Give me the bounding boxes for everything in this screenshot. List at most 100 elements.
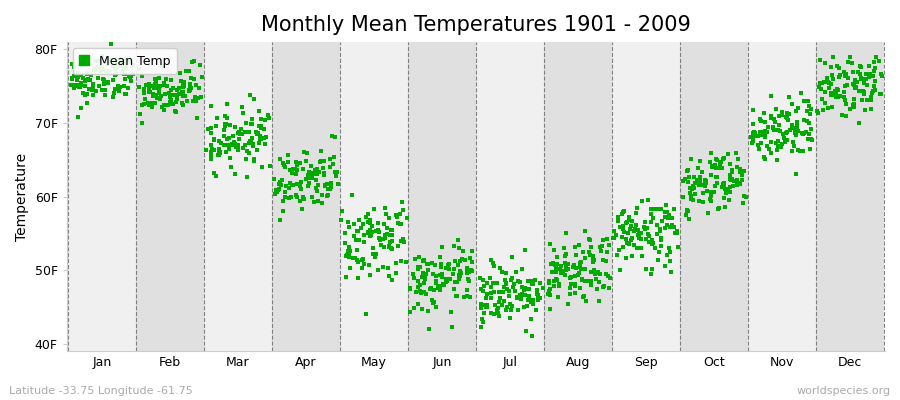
Point — [789, 171, 804, 177]
Point — [297, 149, 311, 156]
Point — [378, 205, 392, 212]
Point — [479, 304, 493, 310]
Point — [106, 77, 121, 84]
Point — [389, 212, 403, 218]
Point — [310, 166, 324, 172]
Point — [659, 202, 673, 209]
Point — [247, 156, 261, 163]
Point — [434, 261, 448, 267]
Point — [389, 269, 403, 276]
Point — [346, 233, 361, 240]
Point — [301, 172, 315, 178]
Point — [655, 218, 670, 224]
Point — [549, 276, 563, 282]
Bar — [815, 42, 884, 351]
Point — [314, 200, 328, 206]
Point — [525, 333, 539, 339]
Point — [702, 158, 716, 165]
Point — [218, 121, 232, 127]
Point — [767, 116, 781, 122]
Point — [791, 147, 806, 154]
Point — [875, 73, 889, 79]
Point — [554, 263, 568, 269]
Point — [289, 167, 303, 173]
Point — [754, 132, 769, 138]
Point — [186, 97, 201, 104]
Point — [428, 280, 443, 286]
Point — [475, 316, 490, 322]
Point — [247, 96, 261, 102]
Point — [450, 293, 464, 300]
Point — [443, 276, 457, 282]
Point — [406, 271, 420, 277]
Point — [653, 228, 668, 234]
Point — [794, 90, 808, 96]
Point — [176, 90, 190, 96]
Point — [496, 289, 510, 295]
Point — [435, 274, 449, 280]
Bar — [612, 42, 680, 351]
Point — [572, 242, 587, 248]
Point — [446, 286, 461, 292]
Point — [80, 71, 94, 77]
Point — [752, 146, 767, 152]
Point — [462, 278, 476, 284]
Point — [503, 314, 517, 321]
Point — [158, 102, 172, 108]
Point — [92, 82, 106, 89]
Point — [758, 128, 772, 134]
Bar — [204, 42, 272, 351]
Point — [417, 289, 431, 295]
Point — [159, 76, 174, 82]
Point — [428, 277, 443, 284]
Point — [433, 284, 447, 290]
Point — [205, 146, 220, 152]
Bar — [136, 42, 204, 351]
Point — [250, 130, 265, 137]
Point — [698, 177, 713, 183]
Point — [514, 293, 528, 300]
Point — [254, 116, 268, 122]
Point — [634, 235, 649, 242]
Point — [707, 189, 722, 196]
Point — [176, 82, 191, 88]
Point — [203, 149, 218, 155]
Point — [131, 84, 146, 90]
Point — [207, 147, 221, 153]
Point — [542, 278, 556, 284]
Point — [555, 268, 570, 274]
Point — [572, 270, 586, 277]
Point — [220, 136, 235, 142]
Point — [860, 82, 874, 88]
Point — [86, 84, 101, 91]
Point — [658, 209, 672, 215]
Point — [247, 141, 261, 148]
Point — [622, 217, 636, 223]
Point — [236, 110, 250, 116]
Point — [416, 270, 430, 276]
Point — [170, 96, 184, 103]
Point — [273, 217, 287, 223]
Point — [620, 240, 634, 246]
Point — [642, 233, 656, 239]
Point — [409, 289, 423, 296]
Point — [515, 284, 529, 290]
Point — [568, 283, 582, 290]
Point — [318, 182, 332, 188]
Point — [117, 71, 131, 77]
Point — [543, 280, 557, 286]
Point — [717, 154, 732, 161]
Point — [293, 183, 308, 190]
Point — [213, 140, 228, 146]
Point — [188, 96, 202, 103]
Point — [610, 251, 625, 258]
Point — [722, 196, 736, 203]
Point — [141, 84, 156, 91]
Point — [764, 93, 778, 100]
Point — [868, 78, 882, 84]
Point — [506, 284, 520, 290]
Point — [140, 100, 155, 106]
Point — [709, 165, 724, 172]
Point — [68, 85, 82, 91]
Point — [363, 233, 377, 240]
